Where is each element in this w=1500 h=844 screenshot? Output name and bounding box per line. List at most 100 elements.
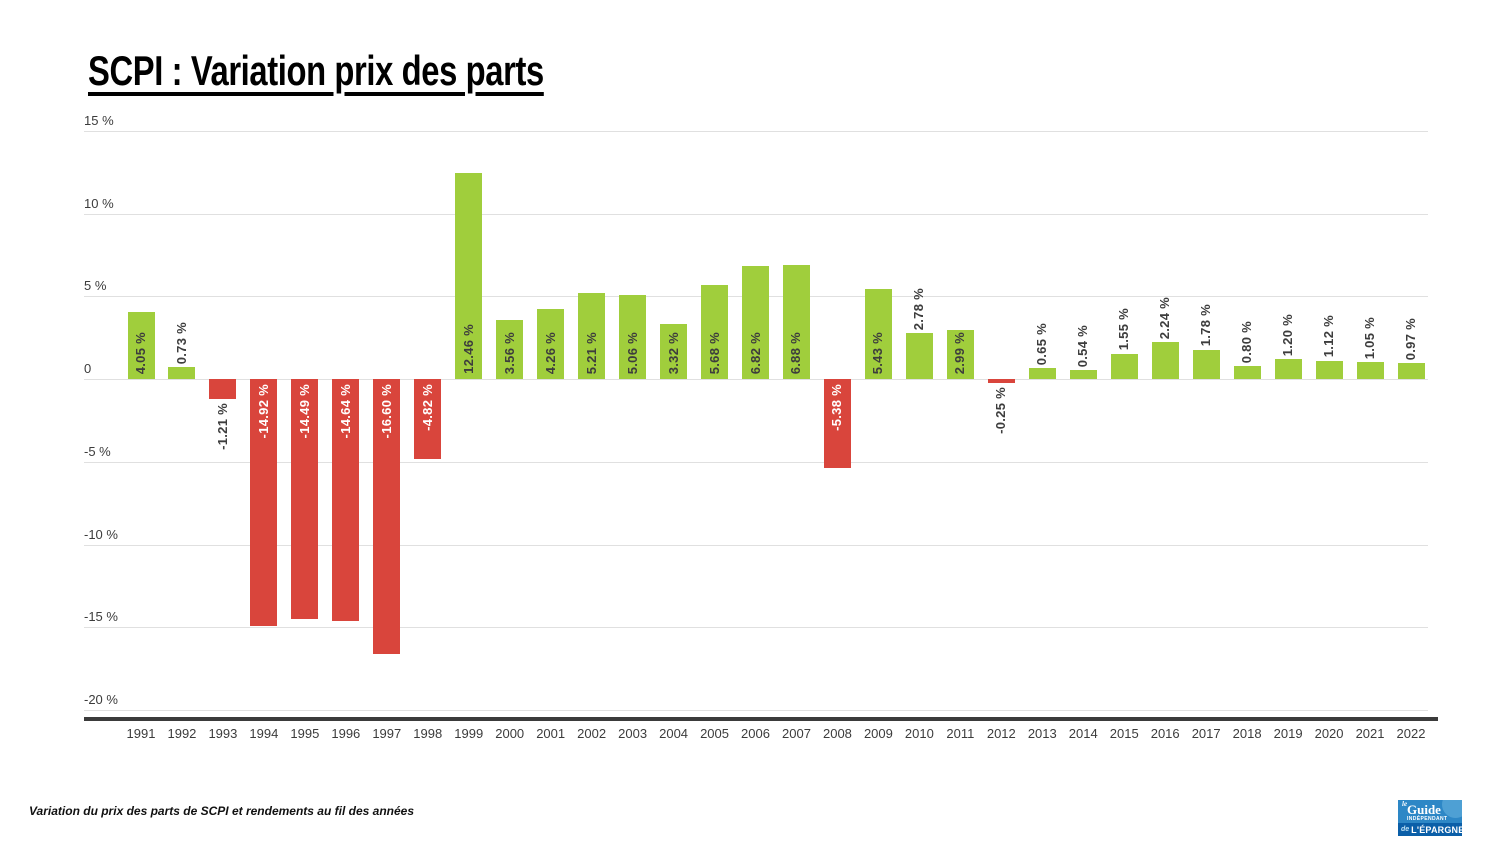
y-axis-tick--5: -5 %	[84, 443, 111, 459]
bar-value-2019: 1.20 %	[1280, 314, 1296, 357]
logo-circle-decoration	[1442, 800, 1462, 818]
bar-value-2004: 3.32 %	[665, 331, 681, 375]
x-axis-tick-1998: 1998	[413, 726, 443, 741]
x-axis-tick-2019: 2019	[1273, 726, 1303, 741]
x-axis-tick-2021: 2021	[1355, 726, 1385, 741]
x-axis-tick-2003: 2003	[618, 726, 648, 741]
bar-1995[interactable]	[291, 379, 319, 619]
bar-2003[interactable]	[619, 295, 647, 380]
gridline-15	[84, 131, 1428, 132]
bar-1998[interactable]	[414, 379, 442, 459]
logo-text-le: le	[1402, 800, 1408, 808]
bar-value-2021: 1.05 %	[1362, 316, 1378, 359]
bar-2004[interactable]	[660, 324, 688, 380]
logo-band: de L'ÉPARGNE	[1398, 823, 1462, 836]
x-axis-tick-2007: 2007	[782, 726, 811, 741]
bar-value-2003: 5.06 %	[624, 331, 640, 375]
x-axis-tick-2008: 2008	[822, 726, 852, 741]
bar-2000[interactable]	[496, 320, 524, 380]
bar-value-1991: 4.05 %	[133, 331, 148, 375]
y-axis-tick-0: 0	[84, 361, 92, 377]
bar-2012[interactable]	[987, 379, 1015, 384]
bar-2021[interactable]	[1356, 361, 1384, 380]
x-axis-tick-2011: 2011	[946, 726, 975, 741]
logo-text-guide: Guide	[1407, 802, 1441, 817]
bar-1999[interactable]	[455, 173, 483, 380]
x-axis-tick-2000: 2000	[495, 726, 525, 741]
bar-2005[interactable]	[701, 285, 729, 380]
page-title: SCPI : Variation prix des parts	[88, 47, 544, 94]
bar-value-2014: 0.54 %	[1075, 324, 1091, 368]
bar-value-2002: 5.21 %	[583, 331, 599, 375]
x-axis-tick-1991: 1991	[126, 726, 156, 741]
bar-value-1997: -16.60 %	[378, 384, 394, 439]
y-axis-tick--10: -10 %	[84, 526, 118, 542]
bar-1996[interactable]	[332, 379, 360, 622]
bar-2006[interactable]	[742, 266, 770, 380]
bar-value-1995: -14.49 %	[296, 384, 312, 439]
x-axis-tick-2018: 2018	[1232, 726, 1262, 741]
bar-2008[interactable]	[823, 379, 851, 469]
logo-text-epargne: L'ÉPARGNE	[1411, 824, 1462, 835]
bar-1993[interactable]	[209, 379, 237, 400]
bar-2010[interactable]	[905, 333, 933, 380]
bar-value-2012: -0.25 %	[993, 387, 1009, 435]
x-axis-tick-2013: 2013	[1027, 726, 1057, 741]
bar-value-2022: 0.97 %	[1403, 317, 1418, 361]
bar-2016[interactable]	[1151, 342, 1179, 380]
x-axis-tick-1995: 1995	[290, 726, 320, 741]
bar-2007[interactable]	[782, 265, 810, 380]
x-axis-tick-2017: 2017	[1191, 726, 1221, 741]
x-axis-tick-1996: 1996	[331, 726, 361, 741]
bar-2020[interactable]	[1315, 360, 1343, 380]
bar-2009[interactable]	[864, 289, 892, 380]
y-axis-tick-10: 10 %	[84, 195, 114, 211]
bar-value-2008: -5.38 %	[829, 384, 845, 432]
bar-value-2000: 3.56 %	[501, 331, 517, 375]
x-axis-tick-2016: 2016	[1150, 726, 1180, 741]
bar-1994[interactable]	[250, 379, 278, 626]
bar-value-1992: 0.73 %	[173, 321, 189, 365]
y-axis-tick--20: -20 %	[84, 692, 118, 707]
bar-2022[interactable]	[1397, 363, 1425, 380]
bar-value-2015: 1.55 %	[1116, 308, 1132, 351]
brand-logo[interactable]: le Guide INDÉPENDANT de L'ÉPARGNE	[1398, 800, 1462, 836]
bar-2013[interactable]	[1028, 368, 1056, 380]
bar-value-2018: 0.80 %	[1239, 320, 1255, 363]
bar-1997[interactable]	[373, 379, 401, 654]
bar-value-1999: 12.46 %	[460, 324, 476, 375]
gridline--10	[84, 544, 1428, 546]
x-axis-tick-1997: 1997	[372, 726, 402, 741]
x-axis-tick-1992: 1992	[167, 726, 197, 741]
x-axis-tick-2005: 2005	[700, 726, 729, 741]
bar-1991[interactable]	[127, 312, 155, 380]
bar-2017[interactable]	[1192, 349, 1220, 380]
bar-value-2005: 5.68 %	[706, 331, 722, 375]
bar-2014[interactable]	[1069, 370, 1097, 380]
x-axis-tick-1999: 1999	[454, 726, 484, 741]
x-axis-tick-2014: 2014	[1068, 726, 1098, 741]
bar-2015[interactable]	[1110, 353, 1138, 380]
bar-value-2006: 6.82 %	[747, 331, 763, 375]
bar-2019[interactable]	[1274, 359, 1302, 380]
bar-value-2011: 2.99 %	[952, 331, 968, 375]
logo-text-de: de	[1401, 826, 1410, 833]
bar-value-2020: 1.12 %	[1321, 315, 1337, 358]
x-axis-tick-2022: 2022	[1396, 726, 1426, 741]
gridline--15	[84, 627, 1428, 629]
x-axis-tick-2002: 2002	[577, 726, 607, 741]
bar-value-1994: -14.92 %	[255, 384, 271, 439]
bar-1992[interactable]	[168, 367, 196, 380]
bar-2001[interactable]	[537, 308, 565, 380]
bar-2018[interactable]	[1233, 365, 1261, 380]
x-axis-tick-2020: 2020	[1314, 726, 1344, 741]
bar-value-2009: 5.43 %	[870, 331, 886, 375]
bar-value-2007: 6.88 %	[788, 331, 804, 375]
bar-value-1996: -14.64 %	[337, 384, 353, 439]
gridline--5	[84, 461, 1428, 463]
gridline-10	[84, 213, 1428, 215]
bar-2011[interactable]	[946, 329, 974, 380]
x-axis-line	[84, 717, 1438, 721]
bar-2002[interactable]	[578, 292, 606, 380]
x-axis-tick-2001: 2001	[536, 726, 566, 741]
